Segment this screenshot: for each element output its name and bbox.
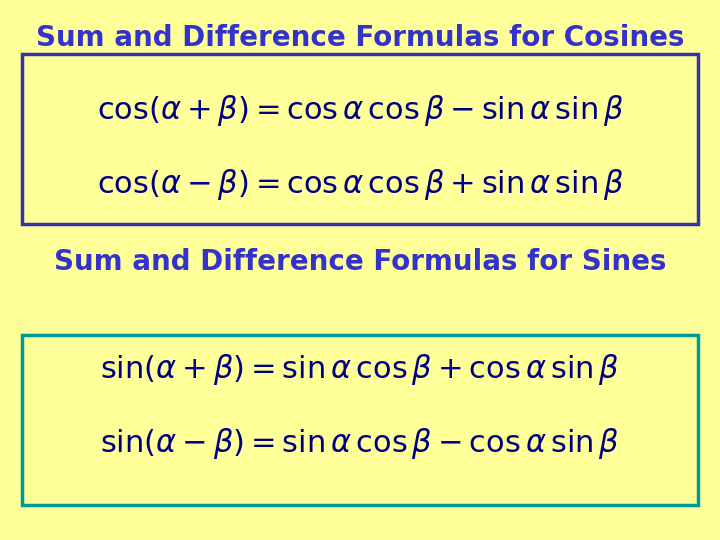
Text: Sum and Difference Formulas for Cosines: Sum and Difference Formulas for Cosines (36, 24, 684, 52)
Text: $\cos(\alpha + \beta) = \cos\alpha\,\cos\beta - \sin\alpha\,\sin\beta$: $\cos(\alpha + \beta) = \cos\alpha\,\cos… (96, 93, 624, 128)
Text: $\cos(\alpha - \beta) = \cos\alpha\,\cos\beta + \sin\alpha\,\sin\beta$: $\cos(\alpha - \beta) = \cos\alpha\,\cos… (96, 167, 624, 202)
FancyBboxPatch shape (22, 335, 698, 505)
Text: $\sin(\alpha - \beta) = \sin\alpha\,\cos\beta - \cos\alpha\,\sin\beta$: $\sin(\alpha - \beta) = \sin\alpha\,\cos… (100, 427, 620, 461)
Text: $\sin(\alpha + \beta) = \sin\alpha\,\cos\beta + \cos\alpha\,\sin\beta$: $\sin(\alpha + \beta) = \sin\alpha\,\cos… (100, 353, 620, 387)
Text: Sum and Difference Formulas for Sines: Sum and Difference Formulas for Sines (54, 248, 666, 276)
FancyBboxPatch shape (22, 54, 698, 224)
